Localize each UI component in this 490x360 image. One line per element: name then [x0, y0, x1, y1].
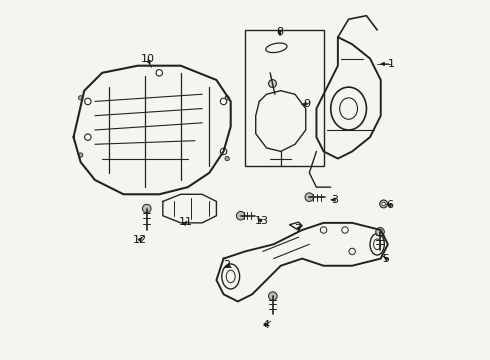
Text: 12: 12 [133, 235, 147, 245]
Ellipse shape [225, 157, 229, 161]
Text: 3: 3 [331, 195, 338, 204]
Text: 11: 11 [179, 217, 193, 227]
Text: 5: 5 [383, 253, 390, 264]
Text: 13: 13 [255, 216, 269, 226]
Ellipse shape [143, 204, 151, 213]
Ellipse shape [78, 153, 83, 157]
Ellipse shape [269, 292, 277, 300]
Ellipse shape [305, 193, 314, 202]
Ellipse shape [156, 69, 163, 76]
Ellipse shape [85, 98, 91, 105]
Ellipse shape [225, 96, 229, 100]
Ellipse shape [85, 134, 91, 140]
Text: 4: 4 [262, 320, 270, 330]
Ellipse shape [78, 96, 83, 100]
Ellipse shape [237, 211, 245, 220]
Text: 2: 2 [223, 260, 231, 270]
Text: 9: 9 [303, 99, 310, 109]
Ellipse shape [382, 202, 386, 206]
Text: 1: 1 [388, 59, 395, 69]
Ellipse shape [376, 228, 384, 236]
Text: 7: 7 [294, 224, 301, 234]
Text: 8: 8 [276, 27, 283, 37]
Ellipse shape [220, 148, 227, 155]
Bar [245, 30, 323, 166]
Ellipse shape [220, 98, 227, 105]
Text: 6: 6 [386, 200, 393, 210]
Ellipse shape [380, 200, 388, 208]
Ellipse shape [269, 80, 276, 87]
Text: 10: 10 [141, 54, 155, 64]
